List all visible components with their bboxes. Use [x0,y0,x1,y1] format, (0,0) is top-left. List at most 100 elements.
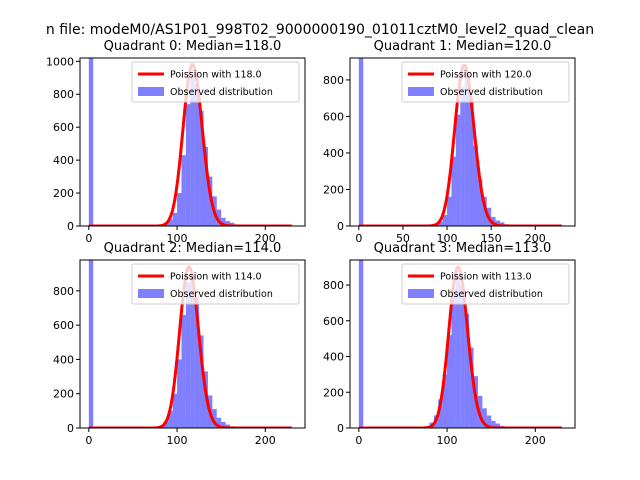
histogram-bar [464,70,470,226]
y-tick-label: 200 [323,183,344,196]
x-tick-label: 200 [525,434,546,447]
histogram-bar [221,422,226,428]
histogram-bar [442,374,448,428]
histogram-bar [455,274,461,428]
histogram-bar [486,415,492,428]
histogram-bar [491,420,496,428]
legend-label: Observed distribution [440,87,543,98]
histogram-bar [185,104,191,226]
histogram-bar [203,146,208,226]
histogram-bar [438,221,443,226]
y-tick-label: 600 [53,319,74,332]
x-tick-label: 0 [85,232,92,245]
histogram-bar [216,209,222,226]
legend-hist-swatch [408,87,434,96]
histogram-bar [199,335,204,428]
histogram-bar [221,217,226,226]
x-tick-label: 200 [255,434,276,447]
histogram-bar [225,424,230,428]
y-tick-label: 0 [337,422,344,435]
histogram-bar [469,347,474,428]
histogram-bar [473,145,478,226]
axes-frame [349,57,576,227]
y-tick-label: 400 [323,351,344,364]
x-tick-label: 0 [355,434,362,447]
histogram-bar [451,156,456,226]
histogram-bar [163,421,169,428]
x-tick-label: 100 [437,232,458,245]
y-tick-label: 0 [67,422,74,435]
histogram-bar [477,178,483,226]
legend-label: Observed distribution [170,87,273,98]
histogram-bar [194,297,200,428]
histogram-bar [181,314,186,428]
legend-box [131,263,300,305]
y-tick-label: 400 [53,154,74,167]
histogram-bar [460,285,465,428]
legend-label: Poission with 120.0 [440,70,532,81]
histogram-bar [447,335,452,428]
subplot-title: Quadrant 1: Median=120.0 [374,39,552,54]
subplot-title: Quadrant 3: Median=113.0 [374,241,552,256]
y-tick-label: 600 [53,121,74,134]
x-tick-label: 200 [255,232,276,245]
y-tick-label: 800 [53,285,74,298]
y-tick-label: 200 [53,388,74,401]
legend-label: Poission with 113.0 [440,272,532,283]
histogram-bar [88,260,94,428]
x-tick-label: 0 [355,232,362,245]
histogram-bar [358,58,364,226]
histogram-bar [194,84,200,226]
axes-frame [79,57,306,227]
histogram-bar [190,273,195,428]
histogram-bar [438,399,443,428]
y-tick-label: 800 [53,88,74,101]
subplot-quadrant-1: Quadrant 1: Median=120.0 0 200 400 600 800 0 5… [323,39,576,245]
subplot-title: Quadrant 2: Median=114.0 [104,241,282,256]
histogram-bar [482,408,487,428]
legend-label: Poission with 118.0 [170,70,262,81]
histogram-bar [168,219,173,226]
histogram-bar [451,292,456,428]
histogram-bar [469,98,474,226]
legend-label: Observed distribution [170,289,273,300]
subplot-quadrant-2: Quadrant 2: Median=114.0 0 200 400 600 800 0 1… [53,241,306,447]
x-tick-label: 0 [85,434,92,447]
histogram-bar [181,155,186,226]
histogram-bar [447,196,452,226]
histogram-bar [358,260,364,428]
legend-box [401,61,570,103]
histogram-bar [225,221,230,226]
y-tick-label: 0 [67,220,74,233]
legend-box [131,61,300,103]
histogram-bar [491,216,496,226]
y-tick-label: 800 [323,74,344,87]
y-tick-label: 400 [323,147,344,160]
histogram-bar [168,410,173,428]
x-tick-label: 50 [396,232,410,245]
histogram-bar [185,282,191,428]
x-tick-label: 100 [437,434,458,447]
histogram-bar [172,393,178,428]
histogram-bar [482,196,487,226]
legend-label: Observed distribution [440,289,543,300]
histogram-bar [88,58,94,226]
histogram-bar [495,220,500,226]
figure-suptitle: n file: modeM0/AS1P01_998T02_9000000190_… [46,22,594,38]
legend-label: Poission with 114.0 [170,272,262,283]
y-tick-label: 200 [323,386,344,399]
histogram-bar [464,313,470,428]
y-tick-label: 0 [337,220,344,233]
histogram-bar [442,215,448,226]
y-tick-label: 600 [323,315,344,328]
y-tick-label: 800 [323,279,344,292]
legend-hist-swatch [408,289,434,298]
histogram-bar [199,110,204,226]
x-tick-label: 150 [481,232,502,245]
x-tick-label: 100 [167,232,188,245]
histogram-bar [172,212,178,226]
legend-hist-swatch [138,87,164,96]
axes-frame [79,259,306,429]
histogram-bar [460,87,465,226]
